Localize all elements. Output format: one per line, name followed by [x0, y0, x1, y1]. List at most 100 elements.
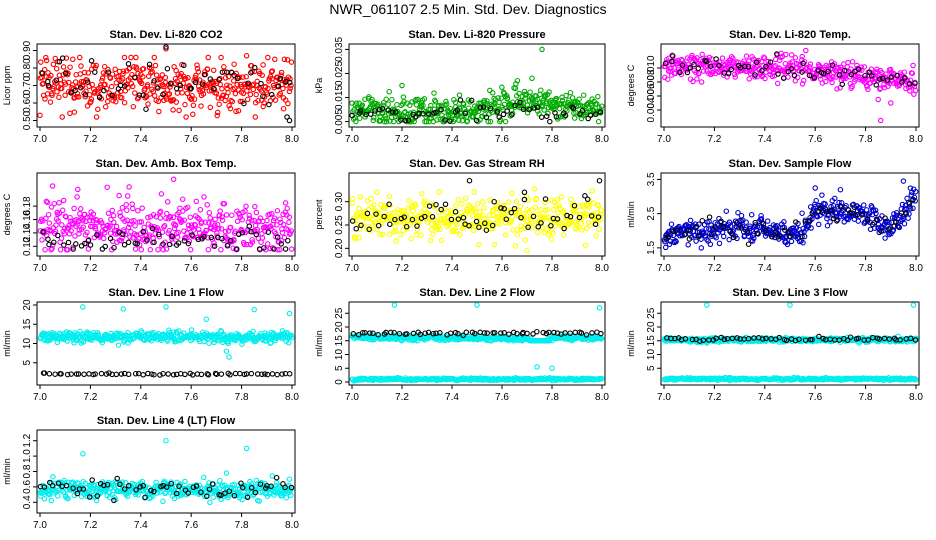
- data-point: [597, 109, 604, 115]
- data-point: [58, 85, 65, 92]
- data-point: [138, 219, 145, 225]
- data-point: [278, 237, 285, 244]
- data-point: [730, 55, 736, 62]
- data-point: [560, 232, 567, 238]
- data-point: [414, 223, 420, 229]
- data-point: [182, 101, 188, 108]
- data-point: [522, 237, 529, 243]
- data-point: [280, 85, 286, 92]
- data-point: [275, 83, 282, 89]
- data-point: [125, 61, 132, 67]
- outlier-point: [456, 92, 463, 98]
- data-point: [227, 83, 233, 89]
- data-point: [422, 330, 428, 336]
- data-point: [496, 99, 502, 106]
- data-point: [726, 236, 732, 243]
- data-point: [225, 89, 231, 96]
- data-point: [210, 67, 217, 74]
- x-tick-label: 7.0: [345, 392, 359, 403]
- data-point: [228, 69, 235, 75]
- data-point: [906, 211, 912, 217]
- data-point: [73, 241, 79, 247]
- data-point: [66, 79, 72, 86]
- data-point: [855, 66, 862, 72]
- data-point: [279, 230, 286, 236]
- data-point: [550, 207, 557, 213]
- data-point: [288, 59, 295, 65]
- data-point: [910, 205, 916, 212]
- data-point: [524, 102, 531, 108]
- data-point: [233, 246, 240, 252]
- data-point: [145, 101, 151, 107]
- y-tick-label: 0.008: [646, 69, 657, 94]
- data-point: [572, 208, 578, 215]
- data-point: [82, 240, 88, 247]
- data-point: [457, 231, 463, 238]
- data-point: [282, 200, 289, 206]
- data-point: [679, 62, 686, 68]
- data-point: [261, 245, 267, 251]
- data-point: [167, 84, 173, 90]
- data-point: [567, 89, 574, 96]
- data-point: [533, 196, 539, 202]
- data-point: [151, 371, 157, 378]
- x-tick-label: 7.6: [808, 392, 822, 403]
- data-point: [556, 105, 563, 112]
- data-point: [77, 206, 84, 212]
- data-point: [71, 109, 78, 115]
- data-point: [375, 101, 381, 108]
- plot-frame: [36, 172, 296, 257]
- data-point: [264, 371, 271, 378]
- data-point: [157, 208, 164, 215]
- data-point: [253, 231, 260, 238]
- y-tick-label: 0.25: [334, 215, 345, 235]
- data-point: [286, 88, 293, 95]
- data-point: [135, 94, 142, 101]
- data-point: [792, 55, 799, 61]
- data-point: [738, 212, 745, 219]
- data-point: [784, 241, 791, 248]
- data-point: [77, 84, 84, 91]
- data-point: [896, 224, 903, 231]
- data-point: [110, 212, 117, 219]
- data-point: [131, 217, 137, 224]
- data-point: [278, 241, 284, 247]
- data-point: [728, 66, 735, 73]
- data-point: [73, 371, 80, 377]
- data-point: [85, 246, 92, 252]
- data-point: [205, 372, 212, 378]
- data-point: [598, 335, 605, 342]
- data-point: [353, 225, 359, 232]
- outlier-point: [163, 304, 169, 310]
- data-point: [388, 329, 394, 336]
- x-tick-label: 8.0: [285, 134, 299, 145]
- data-point: [800, 239, 806, 246]
- data-point: [851, 204, 858, 210]
- data-point: [268, 226, 274, 232]
- data-point: [284, 57, 291, 63]
- data-point: [517, 203, 524, 210]
- data-point: [748, 211, 755, 218]
- data-point: [674, 60, 681, 66]
- data-point: [829, 62, 836, 68]
- data-point: [477, 104, 484, 110]
- data-point: [170, 329, 177, 335]
- data-point: [364, 210, 371, 217]
- data-point: [234, 81, 241, 88]
- outlier-point: [203, 316, 210, 322]
- data-point: [45, 82, 52, 89]
- plot-frame: [660, 301, 920, 386]
- data-point: [524, 330, 530, 337]
- data-point: [885, 226, 892, 232]
- data-point: [259, 235, 266, 241]
- data-point: [143, 106, 149, 112]
- data-point: [128, 218, 135, 224]
- data-point: [558, 194, 565, 200]
- data-point: [159, 72, 166, 78]
- data-point: [247, 91, 254, 98]
- data-point: [188, 85, 194, 92]
- data-point: [190, 111, 196, 118]
- data-point: [576, 214, 583, 221]
- data-point: [836, 72, 843, 78]
